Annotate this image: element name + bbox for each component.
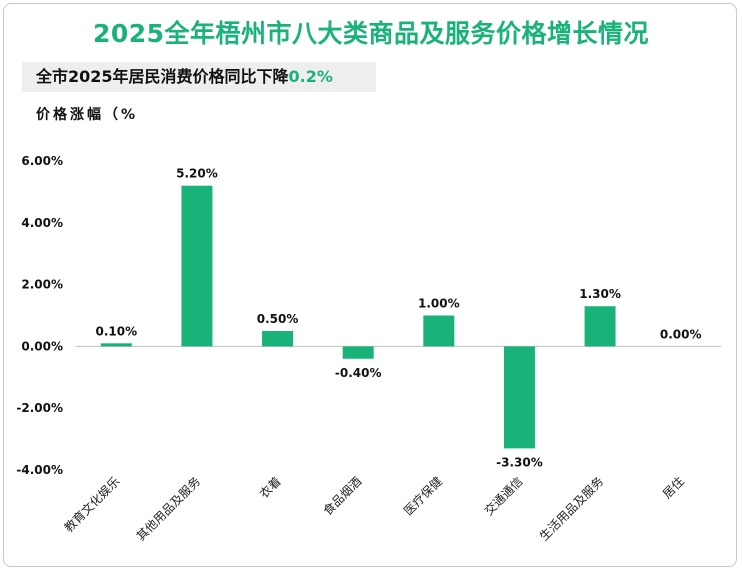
data-label-8: 0.00%	[660, 327, 702, 341]
bar-4	[342, 346, 374, 359]
category-label-7: 生活用品及服务	[536, 474, 606, 544]
data-label-6: -3.30%	[496, 455, 543, 469]
subtitle-box: 全市2025年居民消费价格同比下降0.2%	[22, 62, 376, 92]
y-tick-label: -2.00%	[16, 401, 63, 415]
y-tick-label: -4.00%	[16, 463, 63, 477]
data-label-7: 1.30%	[579, 287, 621, 301]
data-label-4: -0.40%	[335, 366, 382, 380]
category-label-2: 其他用品及服务	[133, 474, 203, 544]
y-tick-label: 0.00%	[21, 339, 63, 353]
bar-1	[100, 343, 132, 347]
chart-title: 2025全年梧州市八大类商品及服务价格增长情况	[92, 19, 650, 48]
category-label-1: 教育文化娱乐	[61, 474, 123, 536]
bar-3	[262, 330, 294, 347]
bar-6	[503, 346, 535, 449]
chart-frame	[3, 3, 737, 567]
subtitle-value: 0.2%	[288, 67, 333, 86]
data-label-3: 0.50%	[257, 312, 299, 326]
data-label-2: 5.20%	[176, 167, 218, 181]
y-tick-label: 4.00%	[21, 216, 63, 230]
y-axis-label: 价格涨幅（%	[36, 107, 139, 123]
category-label-8: 居住	[660, 474, 687, 501]
data-label-1: 0.10%	[95, 324, 137, 338]
category-label-6: 交通通信	[481, 474, 526, 519]
category-label-4: 食品烟酒	[320, 474, 365, 519]
subtitle-text: 全市2025年居民消费价格同比下降	[36, 67, 289, 86]
y-tick-label: 2.00%	[21, 278, 63, 292]
category-label-3: 衣着	[256, 474, 284, 502]
bar-2	[181, 185, 213, 347]
y-tick-label: 6.00%	[21, 154, 63, 168]
data-label-5: 1.00%	[418, 297, 460, 311]
bar-5	[423, 315, 455, 347]
category-label-5: 医疗保健	[401, 474, 445, 518]
bar-7	[584, 306, 616, 347]
